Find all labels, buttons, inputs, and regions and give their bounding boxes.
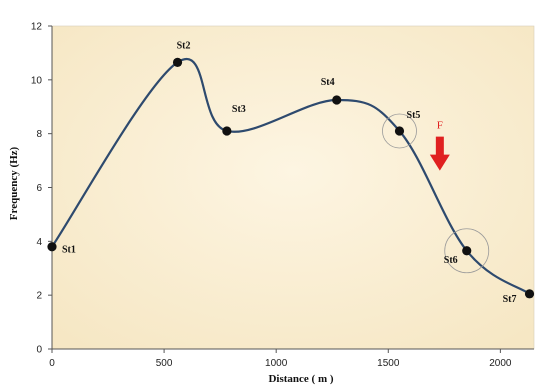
y-tick-label: 6 [36, 183, 42, 194]
x-tick-label: 2000 [489, 358, 512, 369]
highlight-circle-st6 [444, 228, 490, 274]
point-label-st2: St2 [177, 40, 191, 51]
y-tick-label: 12 [31, 22, 43, 33]
point-label-st4: St4 [321, 77, 335, 88]
y-axis-title: Frequency (Hz) [8, 146, 20, 220]
y-tick-label: 4 [36, 237, 42, 248]
x-tick-label: 1000 [265, 358, 288, 369]
point-label-st6: St6 [444, 255, 458, 266]
data-point-st7 [524, 289, 535, 299]
data-point-st1 [47, 242, 57, 252]
x-axis-title: Distance ( m ) [268, 373, 333, 385]
y-tick-label: 8 [36, 129, 42, 140]
point-label-st3: St3 [232, 104, 246, 115]
data-point-st4 [332, 95, 342, 105]
x-tick-label: 500 [156, 358, 173, 369]
data-point-st3 [222, 126, 232, 136]
point-label-st1: St1 [62, 245, 76, 256]
plot-area [51, 25, 535, 350]
point-label-st7: St7 [503, 294, 517, 305]
x-tick-label: 0 [49, 358, 55, 369]
point-label-st5: St5 [407, 110, 421, 121]
y-tick-label: 0 [36, 345, 42, 356]
highlight-circle-st5 [382, 113, 417, 149]
data-point-st5 [394, 126, 405, 136]
x-tick-label: 1500 [377, 358, 400, 369]
y-tick-label: 2 [36, 291, 42, 302]
y-tick-label: 10 [31, 75, 43, 86]
down-arrow-icon [429, 136, 450, 171]
data-point-st2 [172, 57, 183, 67]
series-line [51, 58, 531, 295]
data-point-st6 [462, 246, 472, 256]
annotation-label: F [437, 120, 443, 132]
